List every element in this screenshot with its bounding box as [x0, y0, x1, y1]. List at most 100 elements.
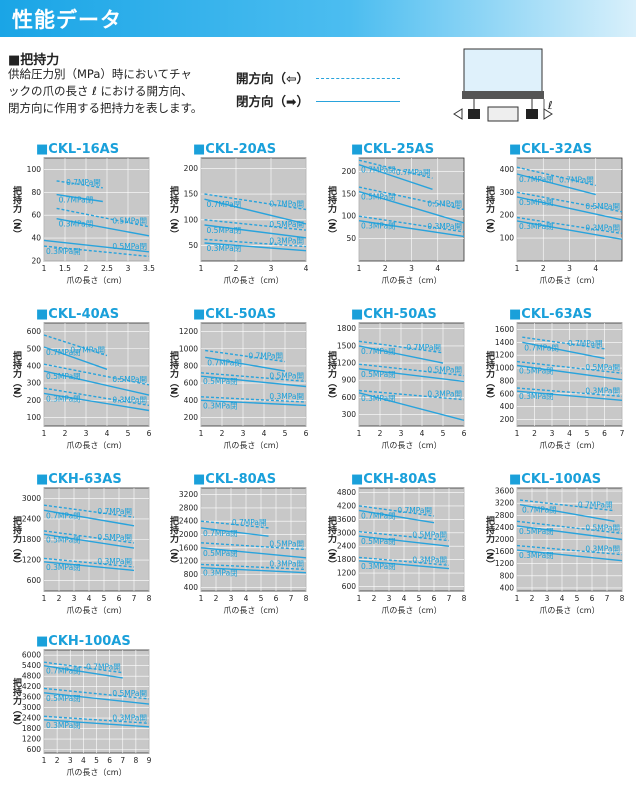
x-tick-label: 6 [107, 756, 112, 765]
y-tick-label: 1200 [495, 559, 514, 568]
chart-title: ■CKL-20AS [193, 142, 276, 157]
series-label: 0.7MPa閉 [361, 347, 396, 356]
x-tick-label: 4 [435, 264, 440, 273]
x-tick-label: 2 [372, 594, 377, 603]
y-tick-label: 1500 [337, 341, 356, 350]
y-axis-label: 把持力（N） [11, 677, 23, 731]
series-label: 0.5MPa開 [269, 371, 304, 380]
series-label: 0.5MPa開 [97, 533, 132, 542]
chart-title: ■CKH-63AS [36, 472, 122, 487]
y-axis-label: 把持力（N） [168, 350, 180, 404]
series-line [43, 661, 123, 674]
y-tick-label: 3200 [495, 499, 514, 508]
series-line [358, 363, 465, 377]
series-line [200, 567, 307, 574]
series-label: 0.3MPa開 [585, 224, 620, 233]
y-tick-label: 2400 [179, 517, 198, 526]
x-tick-label: 2 [234, 264, 239, 273]
series-label: 0.7MPa閉 [207, 200, 242, 209]
y-tick-label: 100 [500, 234, 515, 243]
y-tick-label: 300 [500, 188, 515, 197]
x-tick-label: 1 [199, 594, 204, 603]
series-label: 0.7MPa開 [559, 175, 594, 184]
length-symbol: ℓ [547, 99, 553, 112]
x-tick-label: 6 [274, 594, 279, 603]
chart-title: ■CKH-80AS [351, 472, 437, 487]
series-label: 0.3MPa閉 [46, 721, 81, 730]
series-line [516, 166, 596, 187]
x-tick-label: 7 [120, 756, 125, 765]
page-title: 性能データ [12, 8, 122, 32]
x-tick-label: 4 [402, 594, 407, 603]
series-label: 0.5MPa閉 [519, 366, 554, 375]
y-tick-label: 1200 [22, 735, 41, 744]
x-tick-label: 3 [567, 264, 572, 273]
chart-8: ■CKH-63AS 600 1200 1800 2400 3000 1 2 3 4 5 6 7 8 爪の長さ… [11, 472, 152, 615]
y-tick-label: 400 [184, 583, 199, 592]
x-tick-label: 4 [560, 594, 565, 603]
x-tick-label: 5 [126, 429, 131, 438]
series-line [43, 530, 135, 544]
y-tick-label: 2400 [22, 714, 41, 723]
series-label: 0.5MPa閉 [361, 370, 396, 379]
series-label: 0.3MPa開 [269, 559, 304, 568]
y-tick-label: 200 [500, 415, 515, 424]
y-axis-label: 把持力（N） [11, 515, 23, 569]
y-tick-label: 600 [342, 582, 357, 591]
y-tick-label: 1200 [337, 359, 356, 368]
series-label: 0.5MPa閉 [46, 372, 81, 381]
x-tick-label: 5 [259, 594, 264, 603]
y-tick-label: 800 [184, 570, 199, 579]
series-line [43, 387, 150, 407]
series-line [200, 542, 307, 551]
series-label: 0.7MPa閉 [361, 511, 396, 520]
y-tick-label: 150 [342, 189, 357, 198]
y-tick-label: 50 [188, 241, 198, 250]
x-tick-label: 6 [462, 429, 467, 438]
x-tick-label: 6 [304, 429, 309, 438]
series-line [200, 399, 307, 407]
x-axis-label: 爪の長さ（cm） [66, 441, 126, 450]
chuck-base [462, 91, 544, 99]
series-label: 0.3MPa開 [427, 222, 462, 231]
series-label: 0.7MPa開 [86, 663, 121, 672]
x-tick-label: 2 [530, 594, 535, 603]
x-tick-label: 5 [417, 594, 422, 603]
y-tick-label: 100 [27, 413, 42, 422]
arrow-right-icon [543, 108, 553, 120]
x-tick-label: 3 [269, 264, 274, 273]
series-label: 0.7MPa開 [269, 200, 304, 209]
chart-title: ■CKL-32AS [509, 142, 592, 157]
x-tick-label: 4 [262, 429, 267, 438]
x-tick-label: 5 [585, 429, 590, 438]
series-line [358, 186, 465, 211]
series-line [56, 218, 150, 237]
y-tick-label: 400 [500, 583, 515, 592]
x-tick-label: 8 [304, 594, 309, 603]
series-label: 0.3MPa閉 [519, 551, 554, 560]
series-label: 0.7MPa開 [397, 506, 432, 515]
y-tick-label: 300 [342, 410, 357, 419]
y-tick-label: 100 [184, 215, 199, 224]
x-tick-label: 3 [84, 429, 89, 438]
y-tick-label: 2800 [495, 511, 514, 520]
chart-title: ■CKL-100AS [509, 472, 601, 487]
y-tick-label: 500 [27, 344, 42, 353]
series-label: 0.5MPa開 [269, 220, 304, 229]
x-tick-label: 1 [42, 429, 47, 438]
chart-4: ■CKL-40AS 100 200 300 400 500 600 1 2 3 4 5 6 爪の長さ（cm… [11, 307, 152, 450]
chart-1: ■CKL-20AS 50 100 150 200 1 2 3 4 爪の長さ（cm） 把持力（N） 0.… [168, 142, 309, 285]
series-line [358, 556, 450, 566]
series-line [43, 665, 123, 679]
y-tick-label: 3000 [22, 703, 41, 712]
x-tick-label: 2 [55, 756, 60, 765]
series-line [516, 360, 623, 374]
y-tick-label: 300 [27, 379, 42, 388]
y-tick-label: 2000 [495, 535, 514, 544]
y-tick-label: 1800 [337, 555, 356, 564]
chart-title: ■CKL-25AS [351, 142, 434, 157]
x-tick-label: 2 [378, 429, 383, 438]
series-label: 0.3MPa閉 [207, 244, 242, 253]
chuck-diagram: ℓ [453, 48, 553, 122]
y-tick-label: 400 [27, 361, 42, 370]
